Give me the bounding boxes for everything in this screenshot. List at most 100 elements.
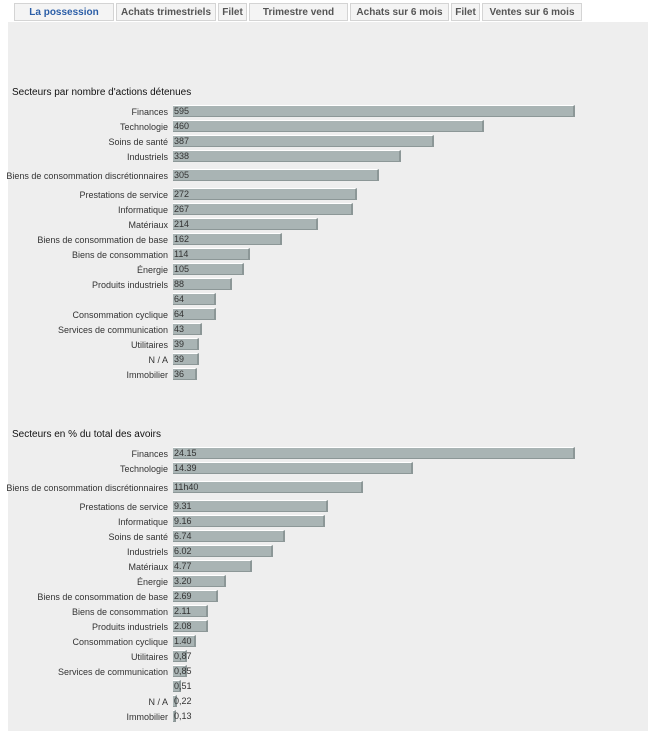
bar-area: 387 <box>173 135 583 148</box>
bar-area: 0,22 <box>173 695 583 708</box>
chart-row: Consommation cyclique 1.40 <box>0 634 649 649</box>
category-label: Prestations de service <box>79 501 168 512</box>
data-label: 162 <box>174 234 190 244</box>
chart-row: Biens de consommation discrétionnaires 30… <box>0 164 649 187</box>
chart-row: Biens de consommation 114 <box>0 247 649 262</box>
data-label: 0,51 <box>174 681 192 691</box>
bar-area: 64 <box>173 308 583 321</box>
category-label: Matériaux <box>128 561 168 572</box>
category-label: Consommation cyclique <box>72 636 168 647</box>
data-label: 267 <box>174 204 190 214</box>
bar <box>173 515 326 527</box>
bar <box>173 218 318 230</box>
bar-area: 460 <box>173 120 583 133</box>
bar-area: 64 <box>173 293 583 306</box>
bar-area: 6.02 <box>173 545 583 558</box>
chart-row: Finances 595 <box>0 104 649 119</box>
tab-bar: La possession Achats trimestriels Filet … <box>14 3 582 21</box>
bar-area: 0,51 <box>173 680 583 693</box>
category-label: Finances <box>131 106 168 117</box>
data-label: 88 <box>174 279 185 289</box>
chart-row: Produits industriels 88 <box>0 277 649 292</box>
chart-row: N / A 39 <box>0 352 649 367</box>
bar-area: 9.16 <box>173 515 583 528</box>
bar <box>173 263 244 275</box>
category-label: Consommation cyclique <box>72 309 168 320</box>
data-label: 0,85 <box>174 666 192 676</box>
bar-area: 305 <box>173 169 583 182</box>
data-label: 6.02 <box>174 546 192 556</box>
category-label: Technologie <box>119 121 168 132</box>
chart-row: Biens de consommation de base 2.69 <box>0 589 649 604</box>
bar-area: 338 <box>173 150 583 163</box>
data-label: 2.11 <box>174 606 191 616</box>
tab-6-month-sells[interactable]: Ventes sur 6 mois <box>482 3 582 21</box>
chart-sectors-by-percent: Finances 24.15 Technologie 14.39 Biens de co… <box>0 446 649 724</box>
bar-area: 36 <box>173 368 583 381</box>
category-label: Produits industriels <box>91 279 168 290</box>
data-label: 305 <box>174 170 190 180</box>
bar <box>173 560 253 572</box>
data-label: 0,22 <box>174 696 192 706</box>
category-label: Informatique <box>117 516 168 527</box>
chart-row: N / A 0,22 <box>0 694 649 709</box>
bar-area: 88 <box>173 278 583 291</box>
category-label: Énergie <box>136 576 168 587</box>
tab-net-quarter[interactable]: Filet <box>218 3 247 21</box>
chart-row: Prestations de service 9.31 <box>0 499 649 514</box>
bar <box>173 308 217 320</box>
bar-area: 24.15 <box>173 447 583 460</box>
chart-row: Énergie 105 <box>0 262 649 277</box>
chart-row: Soins de santé 6.74 <box>0 529 649 544</box>
chart-row: Informatique 9.16 <box>0 514 649 529</box>
bar <box>173 695 177 707</box>
category-label: Industriels <box>126 151 168 162</box>
category-label: Énergie <box>136 264 168 275</box>
bar-area: 0,87 <box>173 650 583 663</box>
chart-row: Industriels 338 <box>0 149 649 164</box>
category-label: Produits industriels <box>91 621 168 632</box>
chart-title-shares: Secteurs par nombre d'actions détenues <box>12 87 192 98</box>
data-label: 2.08 <box>174 621 192 631</box>
category-label: N / A <box>148 354 168 365</box>
data-label: 338 <box>174 151 190 161</box>
chart-row: Technologie 14.39 <box>0 461 649 476</box>
bar-area: 11h40 <box>173 481 583 494</box>
chart-row: Immobilier 0,13 <box>0 709 649 724</box>
bar-area: 39 <box>173 353 583 366</box>
tab-holdings[interactable]: La possession <box>14 3 114 21</box>
tab-quarterly-buys[interactable]: Achats trimestriels <box>116 3 216 21</box>
bar-area: 214 <box>173 218 583 231</box>
data-label: 387 <box>174 136 190 146</box>
bar-area: 43 <box>173 323 583 336</box>
chart-row: Biens de consommation discrétionnaires 11… <box>0 476 649 499</box>
category-label: Services de communication <box>57 324 168 335</box>
category-label: Immobilier <box>126 369 168 380</box>
bar <box>173 575 227 587</box>
bar <box>173 665 188 677</box>
category-label: Soins de santé <box>108 531 168 542</box>
data-label: 39 <box>174 354 185 364</box>
chart-row: Technologie 460 <box>0 119 649 134</box>
tab-quarterly-sells[interactable]: Trimestre vend <box>249 3 348 21</box>
data-label: 460 <box>174 121 190 131</box>
tab-net-6-month[interactable]: Filet <box>451 3 480 21</box>
data-label: 64 <box>174 294 185 304</box>
category-label: Biens de consommation de base <box>37 591 168 602</box>
bar-area: 14.39 <box>173 462 583 475</box>
bar <box>173 338 200 350</box>
chart-row: Services de communication 43 <box>0 322 649 337</box>
bar <box>173 293 217 305</box>
bar <box>173 105 575 117</box>
chart-row: Produits industriels 2.08 <box>0 619 649 634</box>
data-label: 11h40 <box>174 482 199 492</box>
bar-area: 162 <box>173 233 583 246</box>
tab-6-month-buys[interactable]: Achats sur 6 mois <box>350 3 449 21</box>
bar-area: 595 <box>173 105 583 118</box>
data-label: 3.20 <box>174 576 192 586</box>
data-label: 36 <box>174 369 185 379</box>
category-label: Technologie <box>119 463 168 474</box>
bar <box>173 169 380 181</box>
category-label: Biens de consommation discrétionnaires <box>6 170 168 181</box>
data-label: 39 <box>174 339 185 349</box>
